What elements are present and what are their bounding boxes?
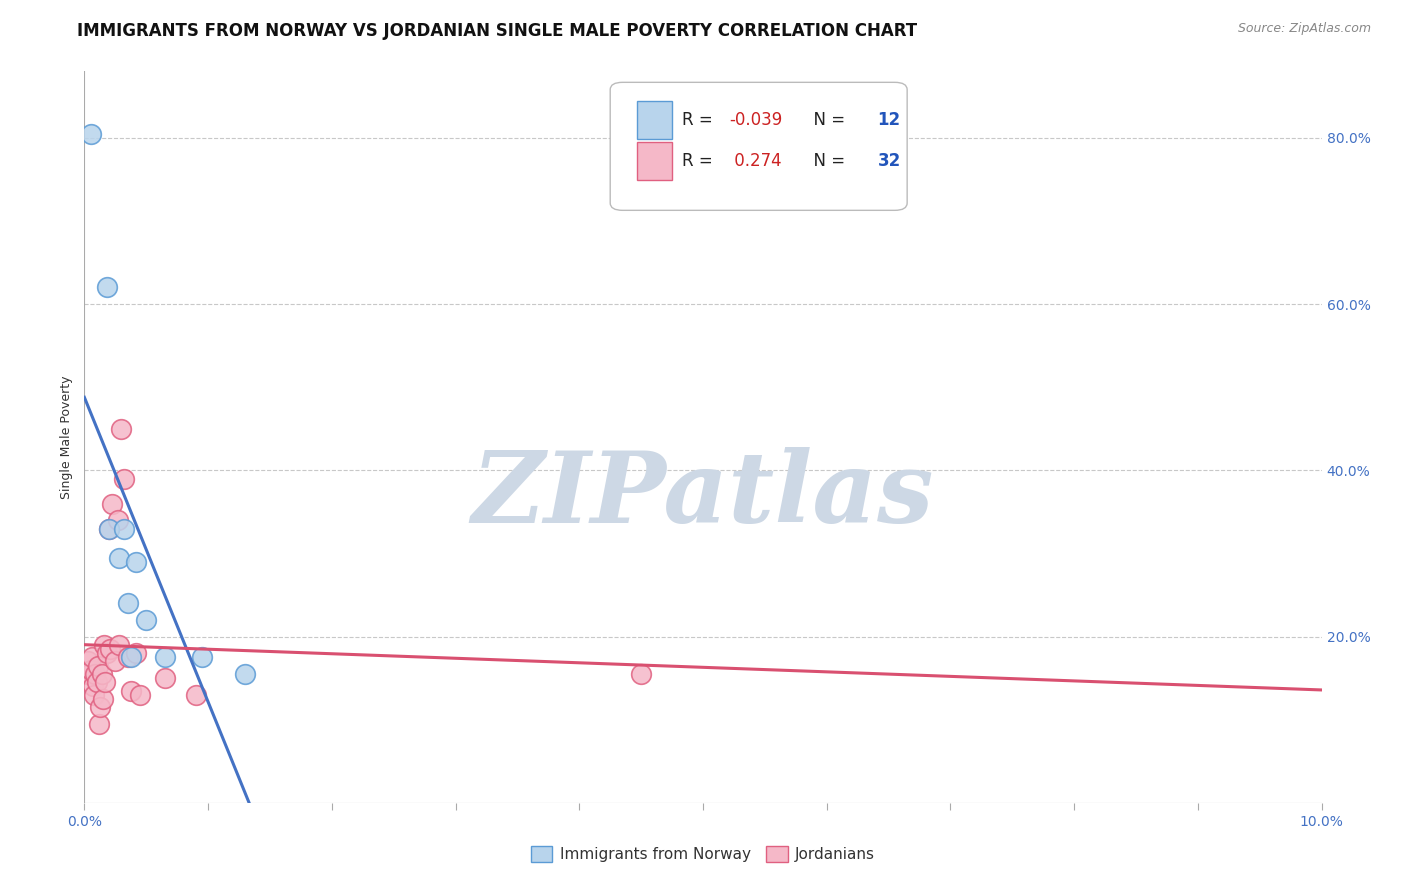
Point [93,638,115,652]
Point [76,667,98,681]
Point [108,638,131,652]
Y-axis label: Single Male Poverty: Single Male Poverty [60,376,73,499]
Point [91,692,114,706]
Point [191,650,214,665]
Point [90,667,112,681]
Point [125,646,148,660]
Point [89,700,111,714]
Text: 32: 32 [877,153,901,170]
Point [125,555,148,569]
Text: N =: N = [803,153,851,170]
Point [79,667,101,681]
Point [135,613,157,627]
FancyBboxPatch shape [637,143,672,180]
Point [98,642,121,657]
Point [87,658,110,673]
Point [82,680,104,694]
Point [129,688,152,702]
Text: N =: N = [803,112,851,129]
Point [98,521,121,535]
Point [233,667,256,681]
Point [84,667,107,681]
Point [153,650,176,665]
Point [110,422,132,436]
Point [80,650,103,665]
Text: 0.274: 0.274 [728,153,782,170]
Point [79,127,101,141]
Point [96,646,118,660]
Point [184,688,207,702]
Point [86,675,108,690]
Point [89,716,111,731]
Text: 12: 12 [877,112,901,129]
Point [630,667,652,681]
Point [112,472,135,486]
Point [100,497,122,511]
FancyBboxPatch shape [610,82,907,211]
FancyBboxPatch shape [637,102,672,139]
Point [77,655,100,669]
Legend: Immigrants from Norway, Jordanians: Immigrants from Norway, Jordanians [524,840,882,868]
Point [112,521,135,535]
Text: R =: R = [682,153,718,170]
Point [107,513,129,527]
Point [79,663,101,677]
Text: -0.039: -0.039 [728,112,782,129]
Point [108,550,131,565]
Text: ZIPatlas: ZIPatlas [472,448,934,544]
Point [98,521,121,535]
Point [83,688,105,702]
Point [96,280,118,294]
Text: Source: ZipAtlas.com: Source: ZipAtlas.com [1237,22,1371,36]
Point [117,650,139,665]
Point [117,596,139,610]
Point [104,655,127,669]
Text: R =: R = [682,112,718,129]
Text: IMMIGRANTS FROM NORWAY VS JORDANIAN SINGLE MALE POVERTY CORRELATION CHART: IMMIGRANTS FROM NORWAY VS JORDANIAN SING… [77,22,918,40]
Point [94,675,117,690]
Point [120,683,142,698]
Point [153,671,176,685]
Point [120,650,142,665]
